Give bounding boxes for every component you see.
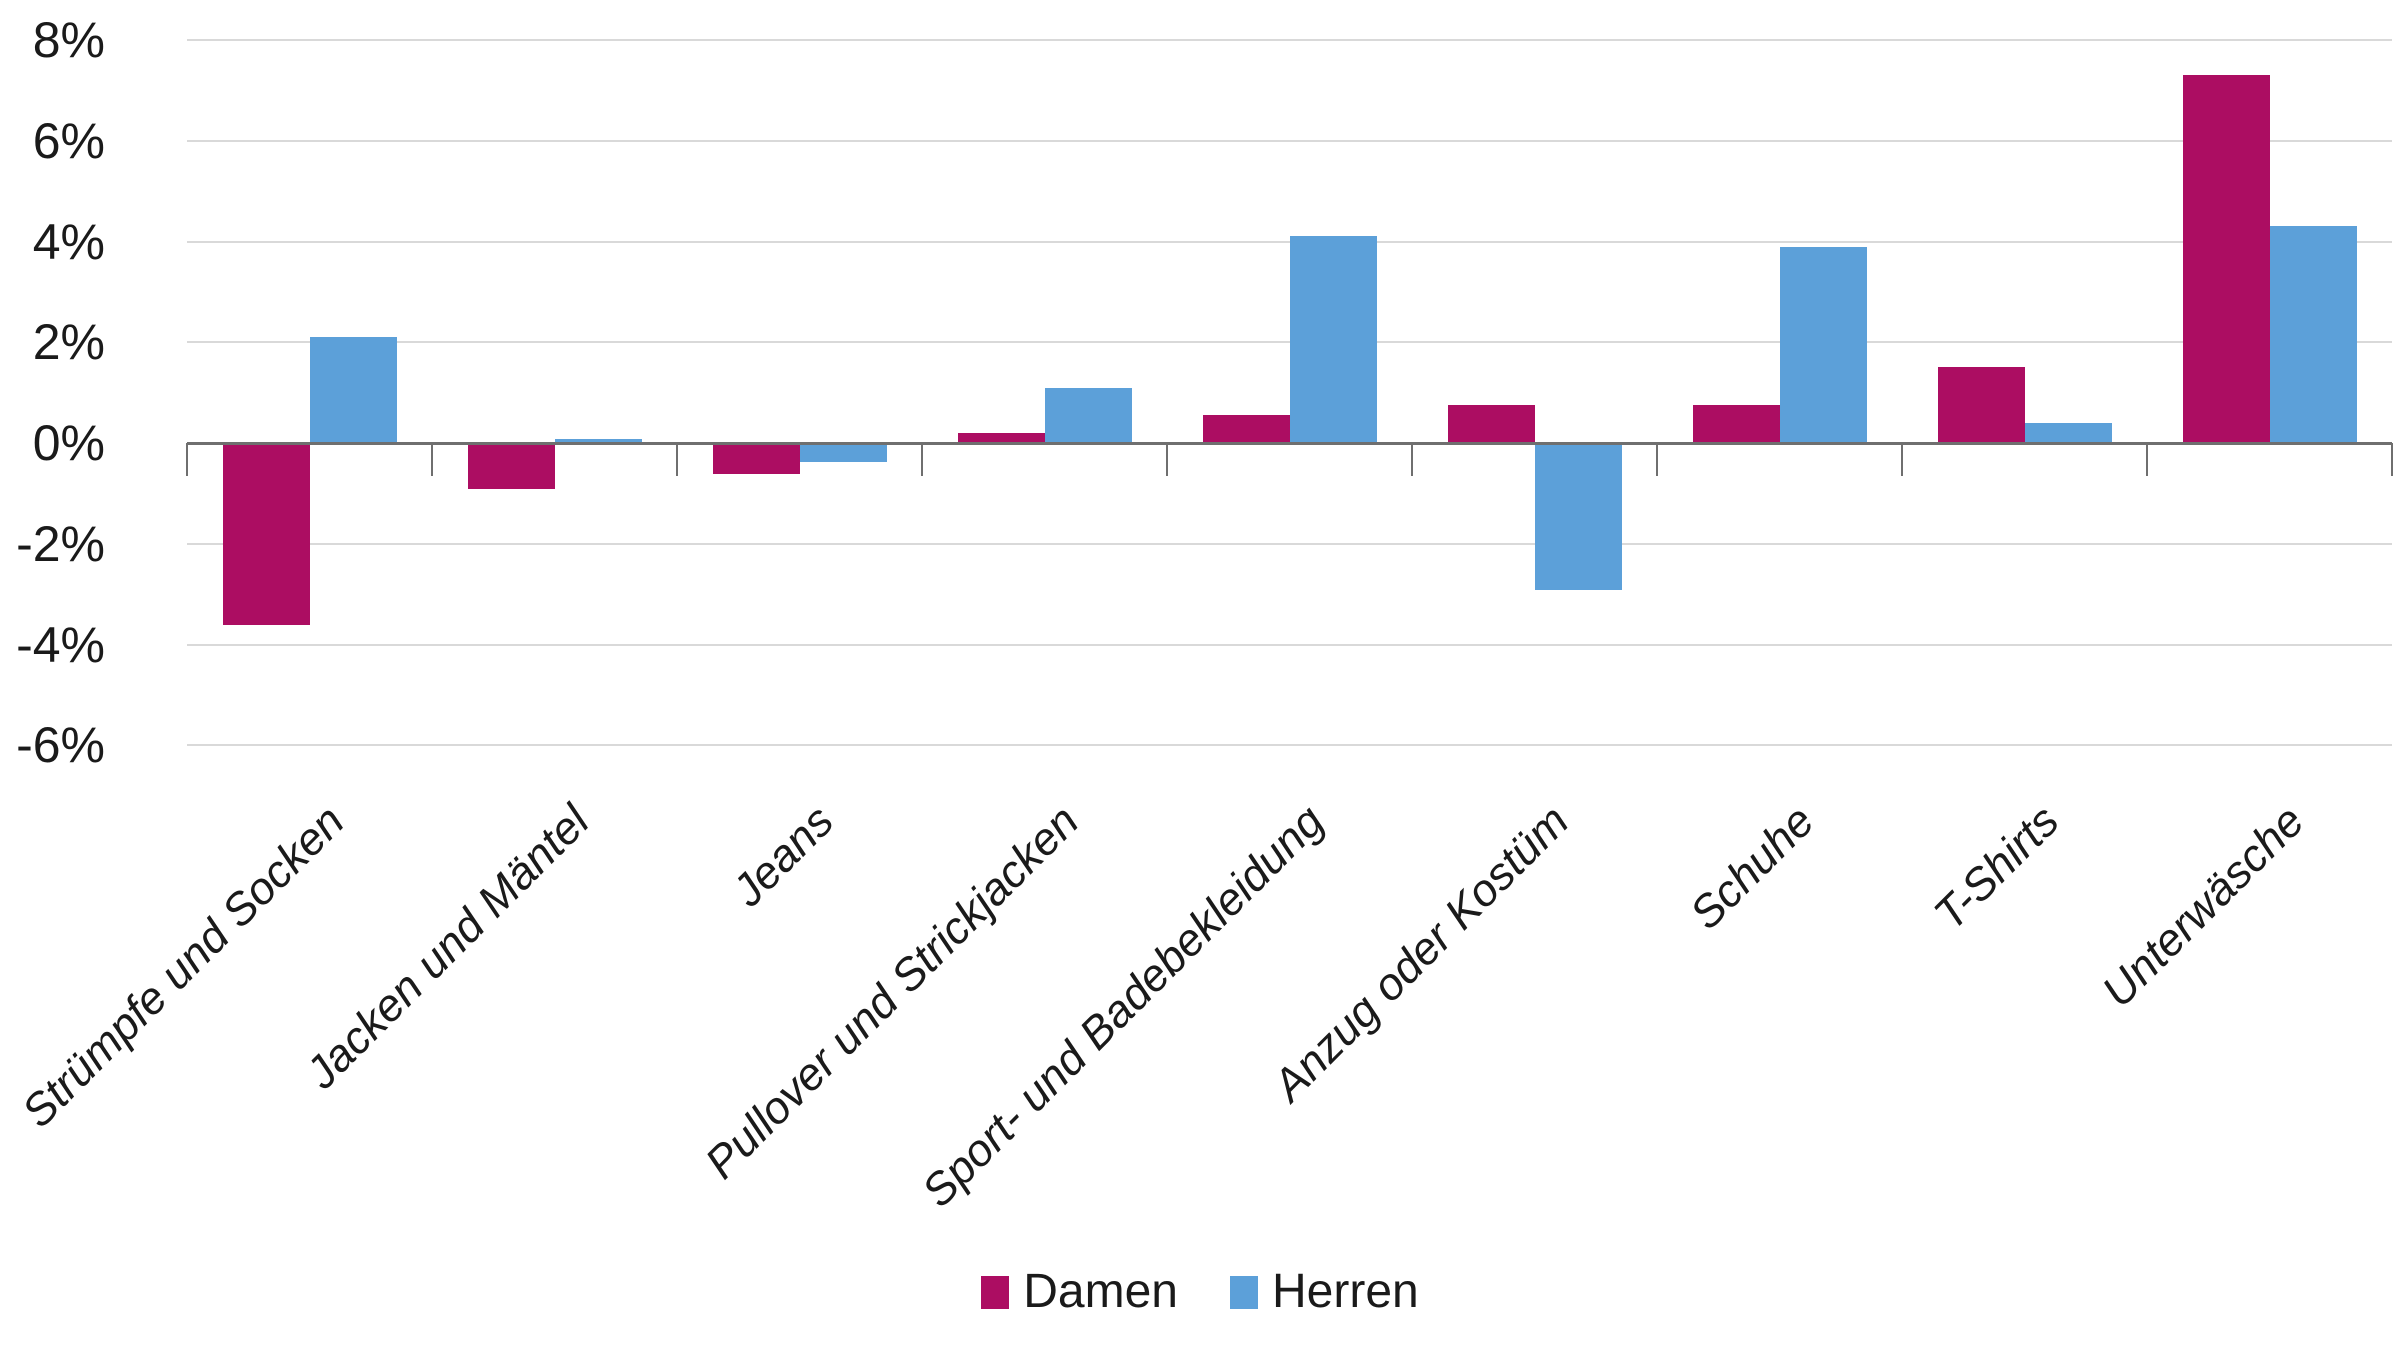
gridline [187,39,2392,41]
bar-damen-5 [1448,405,1535,443]
bar-herren-8 [2270,226,2357,443]
legend: Damen Herren [0,1268,2400,1316]
x-axis-tick-mark [1166,443,1168,476]
legend-swatch-icon [1230,1275,1258,1309]
bar-damen-3 [958,432,1045,443]
gridline [187,542,2392,545]
bar-damen-7 [1938,367,2025,443]
x-axis-tick-mark [1901,443,1903,476]
legend-label: Herren [1272,1265,1419,1318]
x-axis-tick-mark [431,443,433,476]
bar-damen-4 [1203,415,1290,443]
x-axis-tick-mark [2391,443,2393,476]
y-axis-tick-label: -4% [16,616,105,673]
bar-herren-5 [1535,444,1622,591]
x-axis-tick-mark [1656,443,1658,476]
legend-swatch-icon [981,1275,1010,1309]
bar-herren-0 [310,337,397,443]
x-axis-category-label: Strümpfe und Socken [11,795,354,1138]
x-axis-tick-mark [186,443,188,476]
x-axis-tick-mark [2146,443,2148,476]
bar-damen-6 [1693,405,1780,443]
legend-item-herren: Herren [1230,1268,1419,1316]
x-axis-category-label: Unterwäsche [2091,795,2314,1017]
x-axis-tick-mark [921,443,923,476]
y-axis-tick-label: 0% [32,415,105,471]
gridline [187,744,2392,747]
y-axis-tick-label: -6% [16,717,105,774]
y-axis-tick-label: 2% [32,314,105,371]
gridline [187,139,2392,142]
y-axis-tick-label: 6% [32,112,105,169]
bar-herren-1 [555,439,642,443]
x-axis-line [187,442,2392,445]
x-axis-category-label: Jeans [722,795,844,916]
bar-damen-8 [2183,75,2270,443]
x-axis-category-label: Sport- und Badebekleidung [911,795,1334,1217]
bar-herren-6 [1780,246,1867,443]
bar-damen-1 [468,444,555,490]
bar-herren-7 [2025,422,2112,443]
legend-item-damen: Damen [981,1268,1178,1316]
legend-label: Damen [1023,1265,1178,1318]
bar-herren-4 [1290,236,1377,443]
x-axis-category-label: Schuhe [1679,795,1824,939]
y-axis-tick-label: 4% [32,213,105,270]
x-axis-category-label: T-Shirts [1924,795,2069,940]
bar-damen-0 [223,444,310,626]
gridline [187,341,2392,344]
x-axis-tick-mark [676,443,678,476]
bar-herren-3 [1045,387,1132,443]
y-axis-tick-label: 8% [32,12,105,68]
y-axis-tick-label: -2% [16,515,105,572]
x-axis-tick-mark [1411,443,1413,476]
bar-damen-2 [713,444,800,475]
bar-herren-2 [800,444,887,462]
gridline [187,240,2392,243]
gridline [187,643,2392,646]
